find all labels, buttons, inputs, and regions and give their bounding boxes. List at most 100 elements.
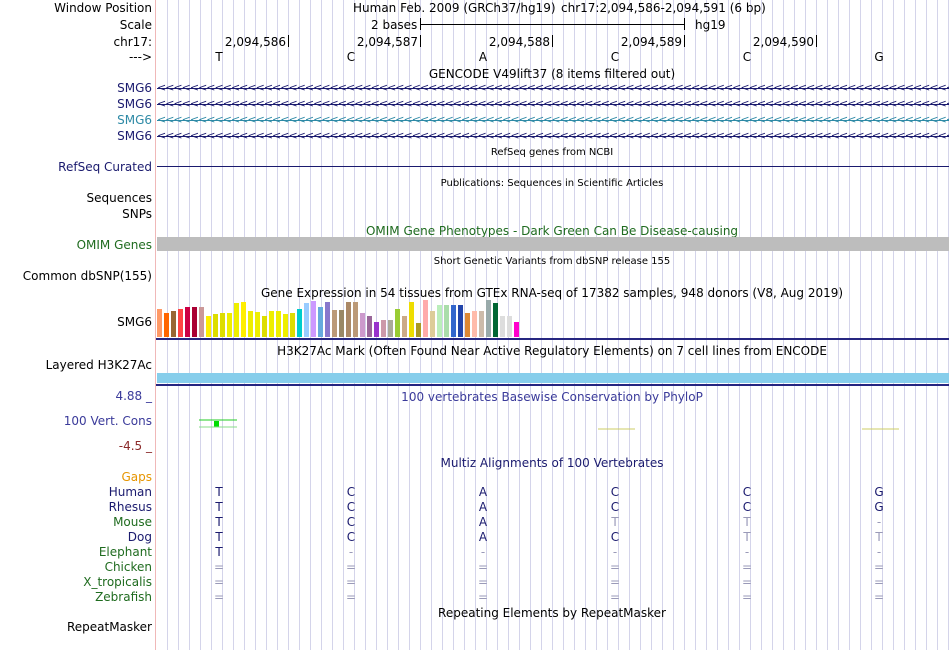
- gtex-bar[interactable]: [514, 322, 519, 337]
- gtex-bar[interactable]: [346, 302, 351, 337]
- refseq-title[interactable]: RefSeq genes from NCBI: [490, 147, 614, 158]
- gtex-bar[interactable]: [255, 312, 260, 337]
- gtex-bar[interactable]: [290, 313, 295, 337]
- species-label[interactable]: Chicken: [104, 560, 152, 574]
- gaps-label[interactable]: Gaps: [121, 470, 152, 484]
- alignment-base: =: [345, 590, 357, 604]
- gtex-bar[interactable]: [283, 314, 288, 337]
- species-label[interactable]: Rhesus: [108, 500, 152, 514]
- omim-feature[interactable]: [157, 237, 949, 251]
- gtex-bar[interactable]: [332, 310, 337, 337]
- gtex-bar[interactable]: [395, 309, 400, 337]
- gencode-transcript[interactable]: <<<<<<<<<<<<<<<<<<<<<<<<<<<<<<<<<<<<<<<<…: [157, 81, 949, 95]
- gtex-bar[interactable]: [507, 316, 512, 337]
- grid-line: [717, 0, 718, 650]
- gencode-transcript[interactable]: <<<<<<<<<<<<<<<<<<<<<<<<<<<<<<<<<<<<<<<<…: [157, 97, 949, 111]
- gtex-bar[interactable]: [171, 311, 176, 337]
- refseq-label[interactable]: RefSeq Curated: [58, 160, 152, 174]
- gtex-bar[interactable]: [360, 313, 365, 337]
- gtex-bar[interactable]: [241, 302, 246, 337]
- dbsnp-label[interactable]: Common dbSNP(155): [22, 269, 152, 283]
- gtex-bar[interactable]: [437, 305, 442, 337]
- pubs-label-sequences[interactable]: Sequences: [86, 191, 152, 205]
- species-label[interactable]: Mouse: [113, 515, 152, 529]
- species-label[interactable]: Zebrafish: [95, 590, 152, 604]
- gtex-bar[interactable]: [374, 322, 379, 337]
- repeatmasker-label[interactable]: RepeatMasker: [66, 620, 152, 634]
- gtex-bar[interactable]: [339, 310, 344, 337]
- gtex-bar[interactable]: [304, 303, 309, 337]
- gtex-bar[interactable]: [416, 323, 421, 337]
- gtex-bar[interactable]: [451, 305, 456, 337]
- gtex-bar[interactable]: [206, 316, 211, 337]
- gtex-bar[interactable]: [430, 311, 435, 337]
- gtex-bar[interactable]: [423, 300, 428, 337]
- gtex-bar[interactable]: [367, 316, 372, 337]
- gtex-bar[interactable]: [276, 311, 281, 337]
- gtex-bar[interactable]: [269, 311, 274, 337]
- gtex-bar[interactable]: [472, 311, 477, 337]
- gtex-separator: [156, 338, 949, 340]
- gtex-bar[interactable]: [325, 302, 330, 337]
- gtex-bar[interactable]: [248, 311, 253, 337]
- alignment-base: =: [213, 590, 225, 604]
- gtex-bar[interactable]: [262, 316, 267, 337]
- repeatmasker-title[interactable]: Repeating Elements by RepeatMasker: [438, 606, 666, 620]
- grid-line: [310, 0, 311, 650]
- h3k27ac-title[interactable]: H3K27Ac Mark (Often Found Near Active Re…: [277, 344, 827, 358]
- species-label[interactable]: X_tropicalis: [83, 575, 152, 589]
- h3k27ac-label[interactable]: Layered H3K27Ac: [45, 358, 152, 372]
- gtex-bar[interactable]: [227, 313, 232, 337]
- gtex-bar[interactable]: [465, 313, 470, 337]
- h3k27ac-signal[interactable]: [157, 373, 949, 383]
- gtex-bar[interactable]: [500, 316, 505, 337]
- gencode-label[interactable]: SMG6: [117, 113, 152, 127]
- gtex-bar[interactable]: [458, 305, 463, 337]
- gtex-bar[interactable]: [297, 309, 302, 337]
- gtex-bar[interactable]: [164, 313, 169, 337]
- gtex-bar[interactable]: [318, 307, 323, 337]
- species-label[interactable]: Human: [108, 485, 152, 499]
- omim-label[interactable]: OMIM Genes: [76, 238, 152, 252]
- gtex-bar[interactable]: [479, 311, 484, 337]
- gtex-bar[interactable]: [220, 313, 225, 337]
- gtex-label[interactable]: SMG6: [117, 315, 152, 329]
- gtex-bar[interactable]: [353, 302, 358, 337]
- gtex-bar[interactable]: [213, 314, 218, 337]
- gtex-bar[interactable]: [234, 303, 239, 337]
- gencode-transcript[interactable]: <<<<<<<<<<<<<<<<<<<<<<<<<<<<<<<<<<<<<<<<…: [157, 129, 949, 143]
- gencode-label[interactable]: SMG6: [117, 129, 152, 143]
- gtex-bar[interactable]: [493, 303, 498, 337]
- multiz-title[interactable]: Multiz Alignments of 100 Vertebrates: [440, 456, 664, 470]
- gencode-title[interactable]: GENCODE V49lift37 (8 items filtered out): [428, 67, 676, 81]
- gtex-bar-chart[interactable]: [157, 300, 949, 337]
- species-label[interactable]: Elephant: [98, 545, 152, 559]
- gtex-bar[interactable]: [178, 309, 183, 337]
- gtex-bar[interactable]: [409, 302, 414, 337]
- gencode-transcript[interactable]: <<<<<<<<<<<<<<<<<<<<<<<<<<<<<<<<<<<<<<<<…: [157, 113, 949, 127]
- pubs-title[interactable]: Publications: Sequences in Scientific Ar…: [440, 178, 664, 189]
- gtex-bar[interactable]: [185, 307, 190, 337]
- gtex-bar[interactable]: [381, 320, 386, 337]
- omim-title[interactable]: OMIM Gene Phenotypes - Dark Green Can Be…: [365, 224, 739, 238]
- gtex-bar[interactable]: [486, 300, 491, 337]
- grid-line: [882, 0, 883, 650]
- gtex-bar[interactable]: [402, 316, 407, 337]
- gtex-bar[interactable]: [199, 307, 204, 337]
- species-label[interactable]: Dog: [127, 530, 152, 544]
- dbsnp-title[interactable]: Short Genetic Variants from dbSNP releas…: [433, 256, 671, 267]
- pubs-label-snps[interactable]: SNPs: [122, 207, 152, 221]
- gtex-bar[interactable]: [157, 309, 162, 337]
- reference-base: C: [610, 50, 620, 64]
- position-readout[interactable]: chr17:2,094,586-2,094,591 (6 bp): [561, 1, 766, 15]
- phylop-title[interactable]: 100 vertebrates Basewise Conservation by…: [401, 390, 703, 404]
- gtex-bar[interactable]: [192, 307, 197, 337]
- gtex-bar[interactable]: [388, 320, 393, 337]
- gtex-bar[interactable]: [444, 305, 449, 337]
- gencode-label[interactable]: SMG6: [117, 97, 152, 111]
- gtex-title[interactable]: Gene Expression in 54 tissues from GTEx …: [260, 286, 844, 300]
- gencode-label[interactable]: SMG6: [117, 81, 152, 95]
- phylop-label[interactable]: 100 Vert. Cons: [63, 414, 152, 428]
- refseq-gene-line[interactable]: [157, 166, 949, 167]
- gtex-bar[interactable]: [311, 301, 316, 337]
